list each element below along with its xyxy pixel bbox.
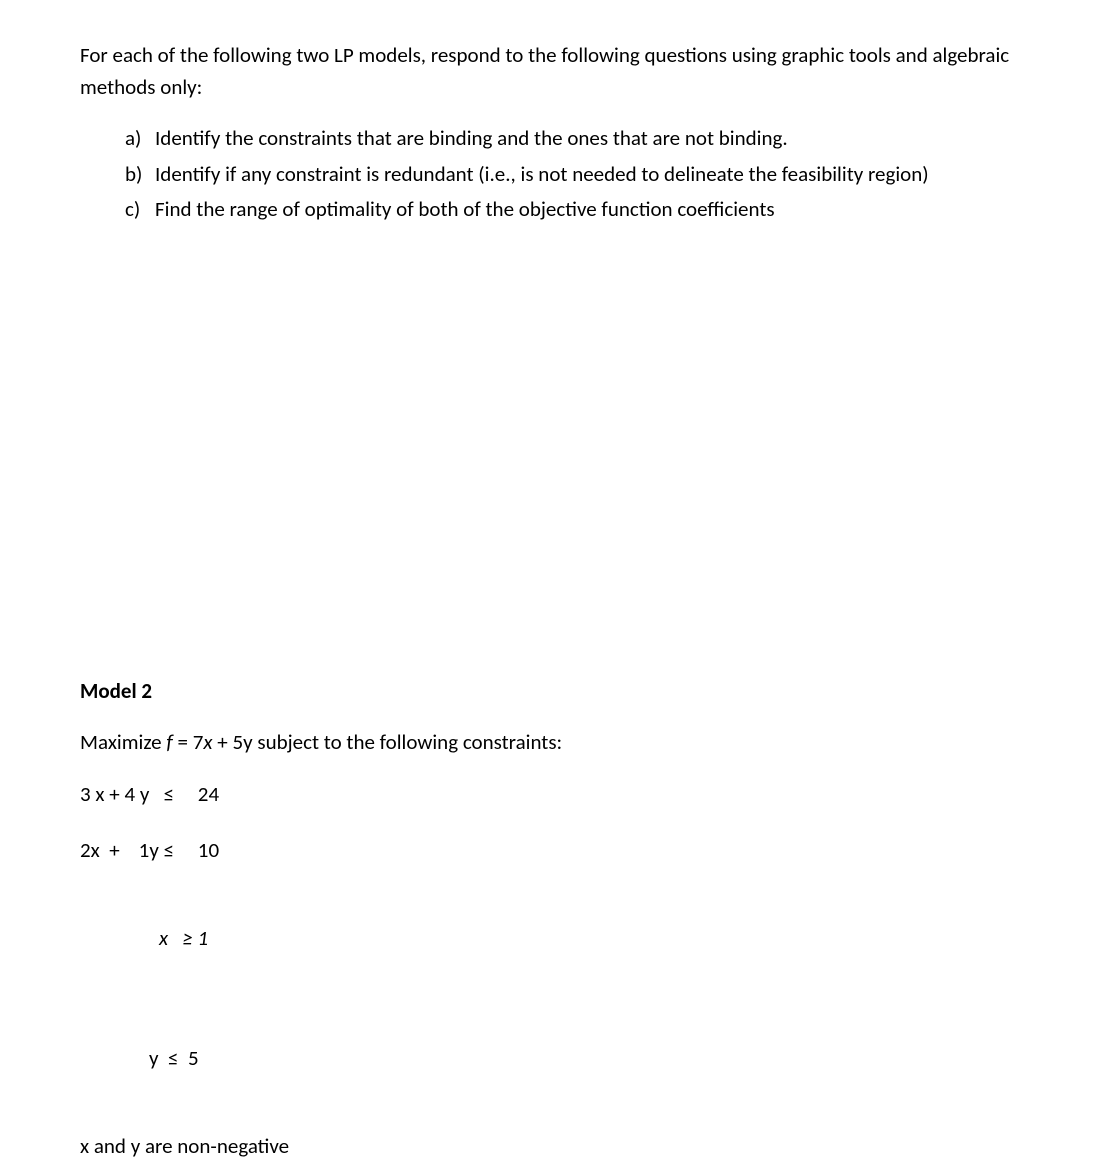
constraint-right: 24 xyxy=(198,781,219,807)
constraint-left: 2x + 1y ≤ xyxy=(80,837,174,863)
model-title: Model 2 xyxy=(80,676,1031,708)
constraint-5: x and y are non-negative xyxy=(80,1131,1031,1162)
constraints-block: 3 x + 4 y ≤ 24 2x + 1y ≤ 10 x ≥ 1 y ≤ 5 … xyxy=(80,779,1031,1162)
constraint-left: 3 x + 4 y ≤ xyxy=(80,781,174,807)
list-marker: b) xyxy=(125,159,155,191)
list-item: b) Identify if any constraint is redunda… xyxy=(125,159,1031,191)
constraint-1: 3 x + 4 y ≤ 24 xyxy=(80,779,1031,811)
constraint-text: y ≤ 5 xyxy=(149,1045,199,1071)
list-marker: a) xyxy=(125,123,155,155)
objective-rest: + 5y subject to the following constraint… xyxy=(213,729,563,755)
constraint-4: y ≤ 5 xyxy=(80,1011,1031,1106)
list-item: c) Find the range of optimality of both … xyxy=(125,194,1031,226)
question-list: a) Identify the constraints that are bin… xyxy=(80,123,1031,226)
objective-eq: = 7 xyxy=(173,729,204,755)
objective-function: Maximize f = 7x + 5y subject to the foll… xyxy=(80,727,1031,759)
constraint-right: 10 xyxy=(198,837,219,863)
constraint-text: x and y are non-negative xyxy=(80,1133,289,1159)
intro-text: For each of the following two LP models,… xyxy=(80,40,1031,103)
list-content: Identify the constraints that are bindin… xyxy=(155,123,1031,155)
constraint-text: x ≥ 1 xyxy=(159,925,208,951)
constraint-3: x ≥ 1 xyxy=(80,892,1031,987)
constraint-2: 2x + 1y ≤ 10 xyxy=(80,835,1031,867)
list-content: Find the range of optimality of both of … xyxy=(155,194,1031,226)
objective-prefix: Maximize xyxy=(80,729,166,755)
objective-x-var: x xyxy=(203,729,212,755)
list-content: Identify if any constraint is redundant … xyxy=(155,159,1031,191)
list-item: a) Identify the constraints that are bin… xyxy=(125,123,1031,155)
list-marker: c) xyxy=(125,194,155,226)
